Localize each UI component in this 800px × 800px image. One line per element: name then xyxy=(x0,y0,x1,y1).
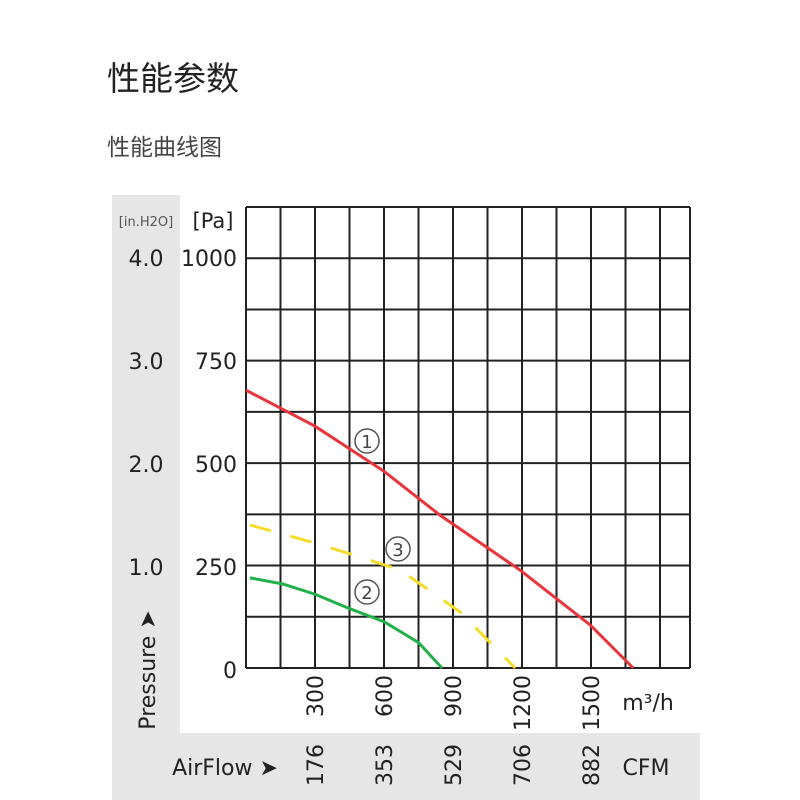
x-tick-label: 900 xyxy=(442,675,467,717)
series-label-circle xyxy=(354,579,380,605)
series-line-1 xyxy=(245,388,635,670)
y-pa-tick-label: 250 xyxy=(195,556,237,581)
series-label: 2 xyxy=(361,583,372,604)
series-line-2 xyxy=(249,576,444,670)
x-cfm-tick-label: 706 xyxy=(511,744,536,786)
x-tick-label: 300 xyxy=(304,675,329,717)
x-tick-label: 600 xyxy=(373,675,398,717)
y-in-tick-label: 3.0 xyxy=(129,350,164,375)
y-in-tick-label: 4.0 xyxy=(129,247,164,272)
y-in-tick-label: 2.0 xyxy=(129,453,164,478)
gray-band-left xyxy=(112,195,180,800)
x-tick-label: 1200 xyxy=(511,675,536,731)
x-cfm-unit: CFM xyxy=(623,756,670,781)
x-unit: m³/h xyxy=(622,691,674,716)
y-right-unit: [Pa] xyxy=(193,209,234,233)
x-cfm-tick-label: 529 xyxy=(442,744,467,786)
y-pa-tick-label: 1000 xyxy=(181,247,237,272)
series-label: 1 xyxy=(361,432,372,453)
page-title: 性能参数 xyxy=(107,59,239,98)
y-left-unit: [in.H2O] xyxy=(119,215,173,230)
series-label-circle xyxy=(385,536,411,562)
x-axis-label: AirFlow ➤ xyxy=(172,756,278,781)
series-label: 3 xyxy=(392,540,403,561)
chart-subtitle: 性能曲线图 xyxy=(107,135,222,161)
series-line-3 xyxy=(249,523,517,670)
series-label-circle xyxy=(354,428,380,454)
x-cfm-tick-label: 882 xyxy=(580,744,605,786)
y-pa-tick-label: 750 xyxy=(195,350,237,375)
y-axis-label: Pressure ➤ xyxy=(136,610,161,729)
x-cfm-tick-label: 176 xyxy=(304,744,329,786)
y-pa-tick-label: 0 xyxy=(223,659,237,684)
gray-band-bottom xyxy=(112,733,700,800)
y-pa-tick-label: 500 xyxy=(195,453,237,478)
x-cfm-tick-label: 353 xyxy=(373,744,398,786)
x-tick-label: 1500 xyxy=(580,675,605,731)
y-in-tick-label: 1.0 xyxy=(129,556,164,581)
